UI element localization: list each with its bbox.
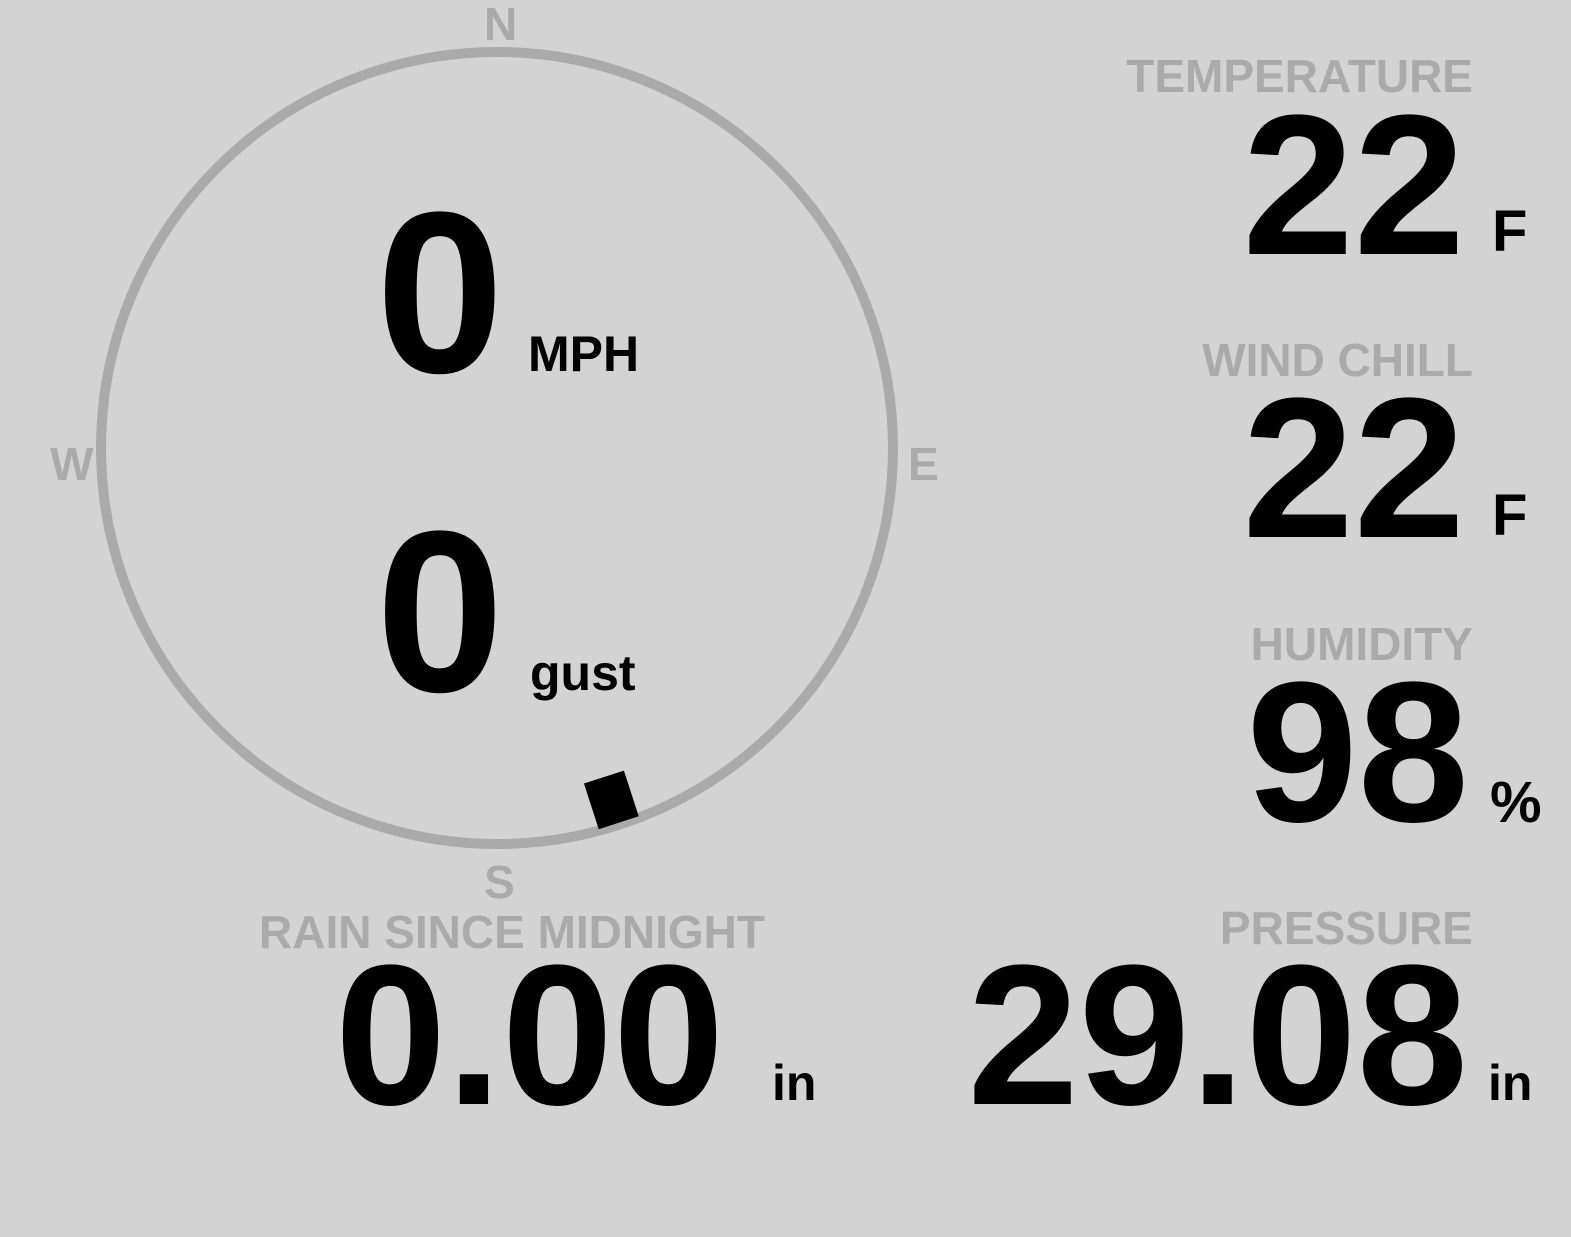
wind-chill-unit: F [1492, 483, 1528, 548]
humidity-label: HUMIDITY [1250, 618, 1473, 670]
rain-label: RAIN SINCE MIDNIGHT [259, 906, 765, 958]
temperature-unit: F [1492, 199, 1528, 264]
wind-speed-unit: MPH [528, 326, 640, 382]
compass-ring [96, 47, 898, 849]
compass-south-label: S [484, 856, 515, 908]
wind-speed-value: 0 [376, 164, 504, 421]
wind-direction-marker [583, 770, 639, 830]
compass-north-label: N [484, 0, 518, 50]
wind-gust-unit: gust [530, 645, 636, 701]
wind-chill-label: WIND CHILL [1202, 334, 1473, 386]
wind-gust-value: 0 [376, 483, 504, 740]
temperature-label: TEMPERATURE [1126, 50, 1473, 102]
compass-east-label: E [908, 438, 939, 490]
pressure-label: PRESSURE [1219, 902, 1473, 954]
rain-value: 0.00 [335, 924, 725, 1147]
humidity-unit: % [1490, 770, 1542, 835]
compass-west-label: W [50, 438, 94, 490]
pressure-unit: in [1488, 1055, 1533, 1111]
humidity-value: 98 [1246, 641, 1469, 864]
temperature-value: 22 [1242, 74, 1465, 297]
pressure-value: 29.08 [967, 924, 1469, 1147]
rain-unit: in [772, 1055, 817, 1111]
wind-chill-value: 22 [1242, 357, 1465, 580]
